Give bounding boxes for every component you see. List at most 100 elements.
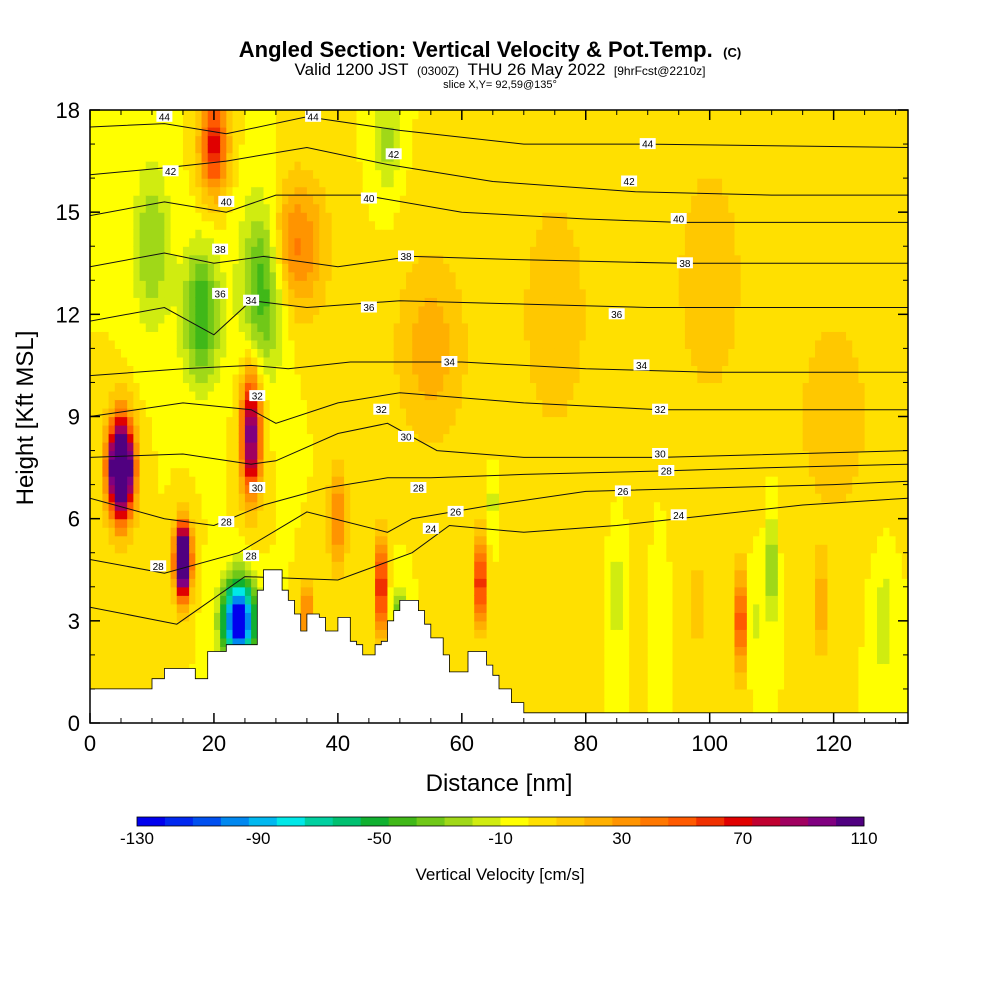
velocity-cell	[213, 297, 221, 307]
velocity-cell	[263, 178, 271, 188]
velocity-cell	[350, 561, 358, 571]
velocity-cell	[387, 544, 395, 554]
velocity-cell	[275, 169, 283, 179]
velocity-cell	[381, 433, 389, 443]
velocity-cell	[244, 212, 252, 222]
velocity-cell	[133, 433, 141, 443]
velocity-cell	[319, 246, 327, 256]
velocity-cell	[288, 365, 296, 375]
velocity-cell	[96, 578, 103, 588]
velocity-cell	[492, 382, 500, 392]
velocity-cell	[151, 595, 159, 605]
velocity-cell	[331, 578, 339, 588]
velocity-cell	[443, 322, 451, 332]
velocity-cell	[207, 467, 215, 477]
velocity-cell	[257, 348, 265, 358]
velocity-cell	[449, 339, 457, 349]
velocity-cell	[368, 629, 376, 639]
velocity-cell	[238, 544, 246, 554]
velocity-cell	[226, 246, 234, 256]
velocity-cell	[443, 348, 451, 358]
velocity-cell	[480, 373, 488, 384]
velocity-cell	[350, 476, 358, 486]
velocity-cell	[492, 144, 500, 154]
velocity-cell	[356, 212, 364, 222]
velocity-cell	[350, 237, 358, 247]
velocity-cell	[294, 263, 302, 273]
velocity-cell	[232, 169, 240, 179]
velocity-cell	[232, 493, 240, 503]
velocity-cell	[108, 637, 116, 647]
velocity-cell	[499, 297, 506, 307]
velocity-cell	[430, 569, 438, 579]
velocity-cell	[468, 501, 475, 511]
velocity-cell	[468, 297, 475, 307]
velocity-cell	[306, 390, 314, 401]
velocity-cell	[294, 365, 302, 375]
velocity-cell	[418, 373, 426, 384]
velocity-cell	[151, 578, 159, 588]
velocity-cell	[244, 407, 252, 418]
velocity-cell	[399, 195, 407, 205]
velocity-cell	[195, 390, 203, 401]
velocity-cell	[195, 637, 203, 647]
velocity-cell	[350, 578, 358, 588]
velocity-cell	[114, 646, 122, 656]
velocity-cell	[257, 322, 265, 332]
velocity-cell	[182, 127, 190, 137]
velocity-cell	[319, 297, 327, 307]
velocity-cell	[344, 569, 351, 579]
velocity-cell	[213, 535, 221, 545]
velocity-cell	[114, 476, 122, 486]
velocity-cell	[90, 501, 97, 511]
velocity-cell	[164, 493, 172, 503]
velocity-cell	[319, 416, 327, 426]
velocity-cell	[226, 135, 234, 145]
velocity-cell	[114, 586, 122, 596]
velocity-cell	[331, 271, 339, 281]
velocity-cell	[151, 671, 159, 682]
velocity-cell	[319, 390, 327, 401]
velocity-cell	[232, 450, 240, 460]
velocity-cell	[430, 152, 438, 162]
velocity-cell	[213, 229, 221, 239]
velocity-cell	[294, 527, 302, 537]
velocity-cell	[207, 416, 215, 426]
velocity-cell	[486, 161, 494, 171]
velocity-cell	[120, 595, 128, 605]
velocity-cell	[201, 365, 209, 375]
velocity-cell	[387, 373, 395, 384]
velocity-cell	[257, 118, 265, 128]
velocity-cell	[251, 569, 258, 579]
velocity-cell	[182, 314, 190, 324]
velocity-cell	[269, 314, 277, 324]
velocity-cell	[387, 331, 395, 341]
velocity-cell	[455, 356, 463, 367]
velocity-cell	[102, 348, 110, 358]
velocity-cell	[455, 425, 463, 435]
velocity-cell	[381, 314, 389, 324]
velocity-cell	[381, 442, 389, 452]
velocity-cell	[226, 578, 234, 588]
velocity-cell	[114, 135, 122, 145]
velocity-cell	[443, 127, 451, 137]
velocity-cell	[263, 476, 271, 486]
velocity-cell	[418, 229, 426, 239]
velocity-cell	[418, 390, 426, 401]
velocity-cell	[170, 246, 178, 256]
velocity-cell	[269, 118, 277, 128]
velocity-cell	[226, 365, 234, 375]
velocity-cell	[492, 161, 500, 171]
velocity-cell	[412, 382, 420, 392]
velocity-cell	[362, 331, 370, 341]
velocity-cell	[164, 586, 172, 596]
velocity-cell	[480, 203, 488, 213]
velocity-cell	[306, 467, 314, 477]
velocity-cell	[430, 118, 438, 128]
velocity-cell	[505, 229, 512, 239]
velocity-cell	[195, 254, 203, 264]
velocity-cell	[114, 339, 122, 349]
velocity-cell	[437, 450, 444, 460]
velocity-cell	[443, 527, 451, 537]
velocity-cell	[492, 527, 500, 537]
